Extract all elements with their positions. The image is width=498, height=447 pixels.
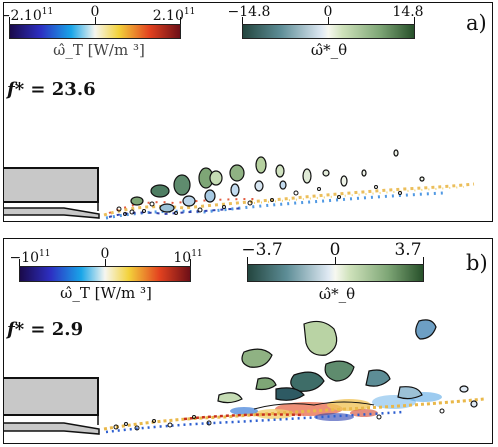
vorticity-colorbar-label-a: ω̂*_θ: [310, 41, 348, 59]
flow-field-a: [4, 149, 475, 220]
temperature-tick-max-b: 1011: [173, 249, 203, 266]
temperature-tick-mid-b: 0: [100, 246, 110, 262]
temperature-colorbar-a: [9, 24, 181, 39]
vorticity-tick-max-a: 14.8: [392, 4, 424, 20]
nozzle-body-b: [4, 377, 100, 435]
nozzle-body-a: [4, 167, 100, 219]
temperature-tick-max-a: 2.1011: [152, 7, 196, 24]
temperature-tick-min-b: −1011: [9, 249, 51, 266]
temperature-structures-b: [103, 392, 485, 434]
tick-mark: [105, 259, 106, 266]
vorticity-colorbar-a: [242, 24, 415, 39]
tick-mark: [328, 17, 329, 24]
tick-mark: [423, 257, 424, 264]
tick-mark: [414, 17, 415, 24]
tick-mark: [180, 17, 181, 24]
panel-b: −1011 0 1011 ω̂_T [W/m ³] −3.7 0 3.7 ω̂*…: [3, 238, 493, 444]
tick-mark: [19, 259, 20, 266]
temperature-colorbar-label-b: ω̂_T [W/m ³]: [60, 284, 152, 302]
vorticity-colorbar-label-b: ω̂*_θ: [318, 285, 356, 303]
temperature-tick-mid-a: 0: [90, 4, 100, 20]
tick-mark: [190, 259, 191, 266]
temperature-tick-min-a: −2.1011: [3, 7, 54, 24]
tick-mark: [247, 257, 248, 264]
flow-field-b: [4, 319, 485, 435]
panel-label-b: b): [466, 251, 488, 275]
vorticity-structures-a: [130, 149, 425, 213]
vorticity-tick-max-b: 3.7: [394, 240, 422, 260]
vorticity-tick-mid-a: 0: [323, 4, 333, 20]
temperature-colorbar-label-a: ω̂_T [W/m ³]: [53, 41, 145, 59]
panel-label-a: a): [466, 11, 487, 35]
temperature-colorbar-b: [19, 266, 191, 282]
f-star-b: f* = 2.9: [7, 319, 84, 340]
tick-mark: [9, 17, 10, 24]
panel-a: −2.1011 0 2.1011 ω̂_T [W/m ³] −14.8 0 14…: [3, 2, 493, 222]
vorticity-structures-b: [217, 319, 478, 408]
tick-mark: [335, 257, 336, 264]
contour-speckles-b: [113, 401, 445, 431]
vorticity-tick-min-b: −3.7: [241, 240, 283, 260]
tick-mark: [242, 17, 243, 24]
vorticity-tick-min-a: −14.8: [227, 4, 271, 20]
f-star-a: f* = 23.6: [7, 79, 96, 100]
tick-mark: [95, 17, 96, 24]
contour-speckles-a: [116, 185, 402, 216]
vorticity-tick-mid-b: 0: [329, 240, 341, 260]
vorticity-colorbar-b: [247, 264, 424, 282]
